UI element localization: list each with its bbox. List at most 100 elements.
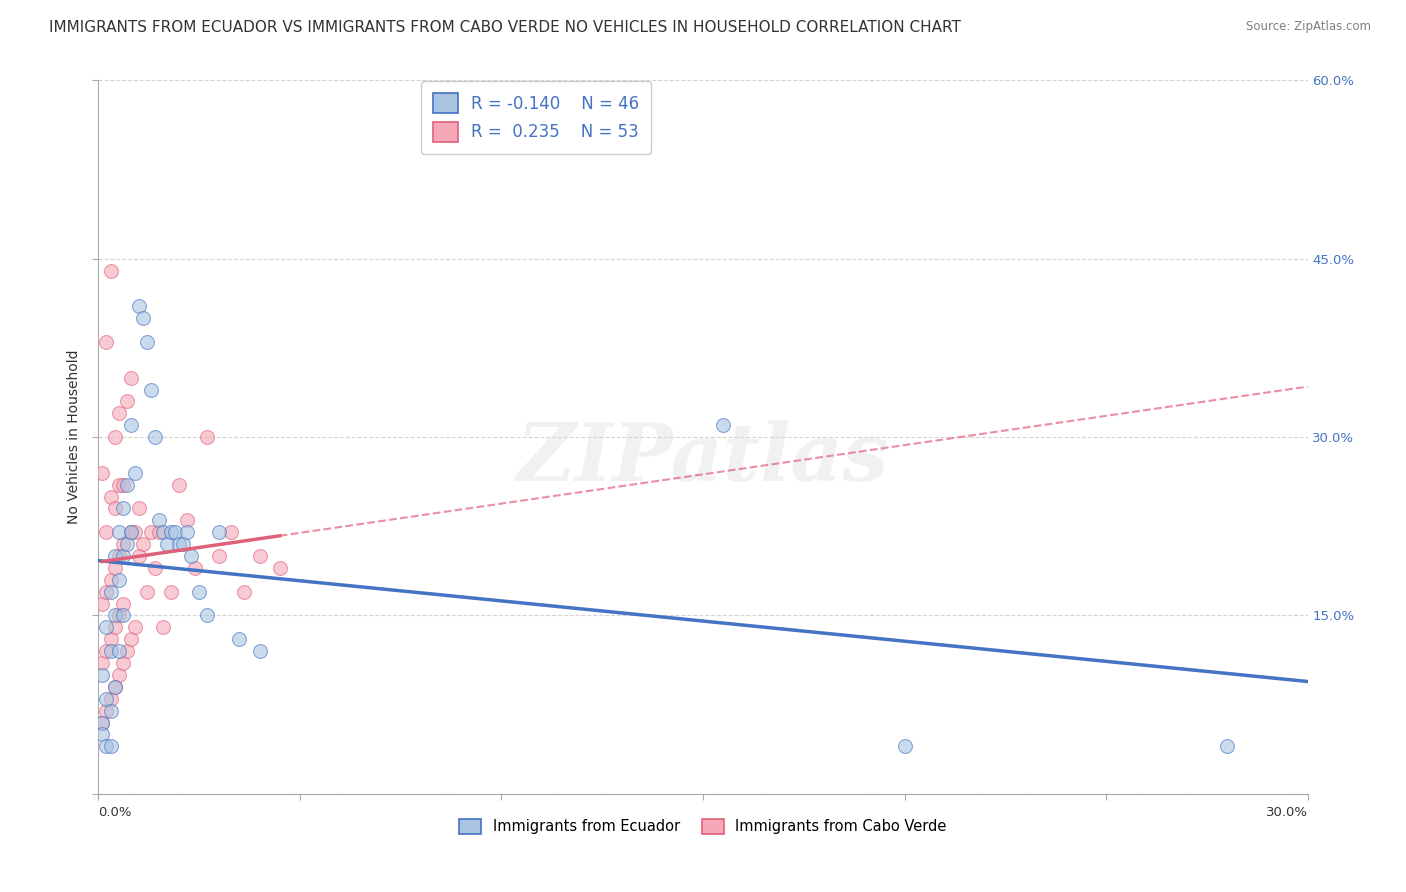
Point <box>115 394 138 409</box>
Point <box>91 715 114 730</box>
Point <box>152 525 174 540</box>
Point <box>100 263 122 277</box>
Point <box>163 525 186 540</box>
Point <box>188 584 211 599</box>
Point <box>135 334 157 349</box>
Point <box>100 704 122 718</box>
Point <box>120 418 142 433</box>
Point <box>111 537 134 551</box>
Point <box>1216 739 1239 754</box>
Point <box>148 513 170 527</box>
Point <box>107 525 129 540</box>
Point <box>103 561 125 575</box>
Point <box>115 537 138 551</box>
Point <box>132 311 155 326</box>
Point <box>160 584 183 599</box>
Point <box>100 644 122 658</box>
Point <box>156 537 179 551</box>
Point <box>124 466 146 480</box>
Point <box>124 525 146 540</box>
Point <box>249 644 271 658</box>
Text: ZIPatlas: ZIPatlas <box>517 420 889 497</box>
Point <box>120 632 142 647</box>
Point <box>100 739 122 754</box>
Point <box>103 549 125 563</box>
Point <box>91 597 114 611</box>
Point <box>115 644 138 658</box>
Point <box>195 608 218 623</box>
Point <box>128 299 150 313</box>
Point <box>91 727 114 741</box>
Point <box>228 632 250 647</box>
Text: 0.0%: 0.0% <box>98 805 132 819</box>
Point <box>91 715 114 730</box>
Point <box>107 549 129 563</box>
Point <box>184 561 207 575</box>
Text: Source: ZipAtlas.com: Source: ZipAtlas.com <box>1246 20 1371 33</box>
Point <box>100 632 122 647</box>
Point <box>103 501 125 516</box>
Point <box>111 549 134 563</box>
Point <box>208 525 231 540</box>
Point <box>111 608 134 623</box>
Point <box>111 501 134 516</box>
Point <box>91 668 114 682</box>
Point <box>115 477 138 491</box>
Point <box>100 584 122 599</box>
Point <box>96 704 118 718</box>
Point <box>132 537 155 551</box>
Text: IMMIGRANTS FROM ECUADOR VS IMMIGRANTS FROM CABO VERDE NO VEHICLES IN HOUSEHOLD C: IMMIGRANTS FROM ECUADOR VS IMMIGRANTS FR… <box>49 20 962 35</box>
Point <box>269 561 291 575</box>
Point <box>167 537 190 551</box>
Point <box>103 430 125 444</box>
Point <box>120 370 142 384</box>
Point <box>893 739 915 754</box>
Point <box>128 501 150 516</box>
Point <box>100 573 122 587</box>
Point <box>107 573 129 587</box>
Point <box>139 383 162 397</box>
Legend: Immigrants from Ecuador, Immigrants from Cabo Verde: Immigrants from Ecuador, Immigrants from… <box>454 813 952 840</box>
Point <box>111 656 134 670</box>
Point <box>100 691 122 706</box>
Point <box>111 597 134 611</box>
Point <box>107 608 129 623</box>
Point <box>96 644 118 658</box>
Point <box>103 620 125 634</box>
Point <box>249 549 271 563</box>
Point <box>103 680 125 694</box>
Point <box>152 620 174 634</box>
Y-axis label: No Vehicles in Household: No Vehicles in Household <box>67 350 82 524</box>
Point <box>96 620 118 634</box>
Point <box>139 525 162 540</box>
Point <box>176 513 198 527</box>
Point <box>96 739 118 754</box>
Point <box>167 477 190 491</box>
Point <box>103 680 125 694</box>
Point <box>176 525 198 540</box>
Point <box>100 490 122 504</box>
Point <box>91 656 114 670</box>
Point <box>711 418 734 433</box>
Point <box>124 620 146 634</box>
Point <box>96 334 118 349</box>
Point <box>96 691 118 706</box>
Point <box>143 430 166 444</box>
Point <box>103 608 125 623</box>
Point <box>180 549 202 563</box>
Point <box>111 477 134 491</box>
Point <box>172 537 194 551</box>
Point <box>143 561 166 575</box>
Point <box>160 525 183 540</box>
Point <box>107 644 129 658</box>
Point <box>195 430 218 444</box>
Point <box>221 525 243 540</box>
Point <box>232 584 254 599</box>
Point <box>96 584 118 599</box>
Point <box>96 525 118 540</box>
Point <box>135 584 157 599</box>
Point <box>107 668 129 682</box>
Point <box>120 525 142 540</box>
Text: 30.0%: 30.0% <box>1265 805 1308 819</box>
Point <box>208 549 231 563</box>
